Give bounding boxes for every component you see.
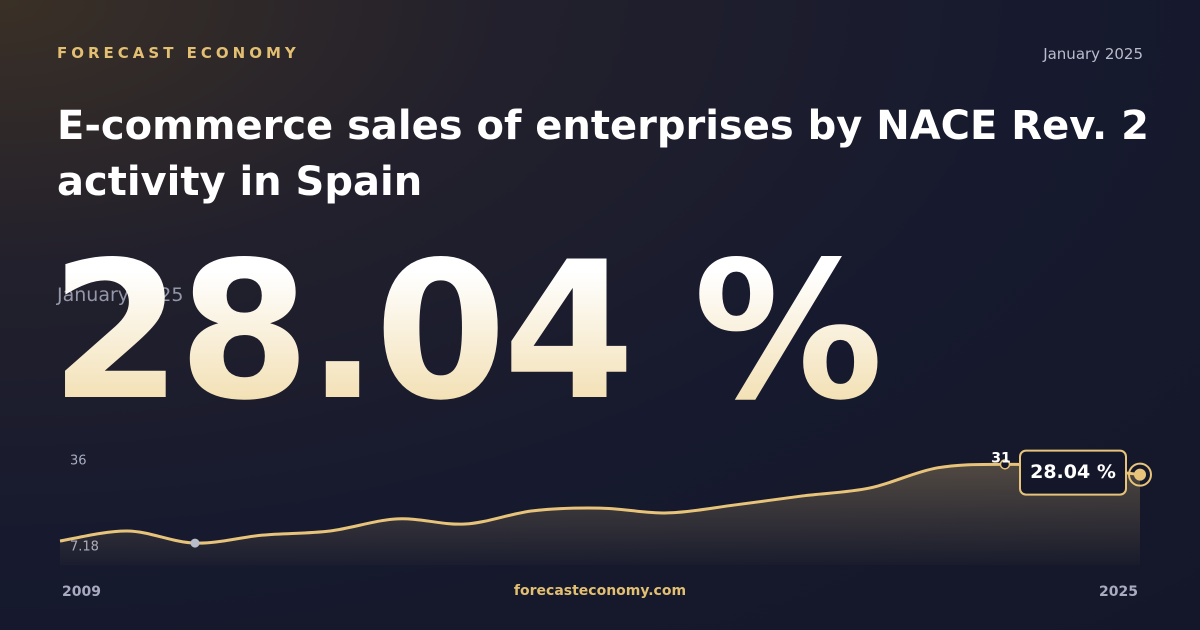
end-halo	[1128, 462, 1152, 487]
brand: FORECAST ECONOMY	[57, 44, 300, 62]
min-point	[190, 538, 200, 548]
date: January 2025	[1043, 45, 1143, 63]
peak-point	[999, 459, 1011, 470]
value-label: 28.04 %	[1030, 461, 1116, 483]
area	[60, 464, 1140, 565]
x-tick-label: 2025	[1099, 584, 1138, 600]
headline-date: January 2025	[57, 284, 183, 306]
headline-value: 28.04 %	[50, 221, 884, 442]
x-tick-label: 2009	[62, 584, 101, 600]
end-point	[1134, 468, 1146, 481]
value-label: 31	[991, 450, 1010, 466]
title: E-commerce sales of enterprises by NACE …	[57, 103, 1149, 205]
footer: forecasteconomy.com	[513, 583, 687, 599]
y-tick-label: 36	[70, 454, 87, 469]
line	[59, 462, 1141, 545]
value-callout	[1019, 449, 1127, 496]
